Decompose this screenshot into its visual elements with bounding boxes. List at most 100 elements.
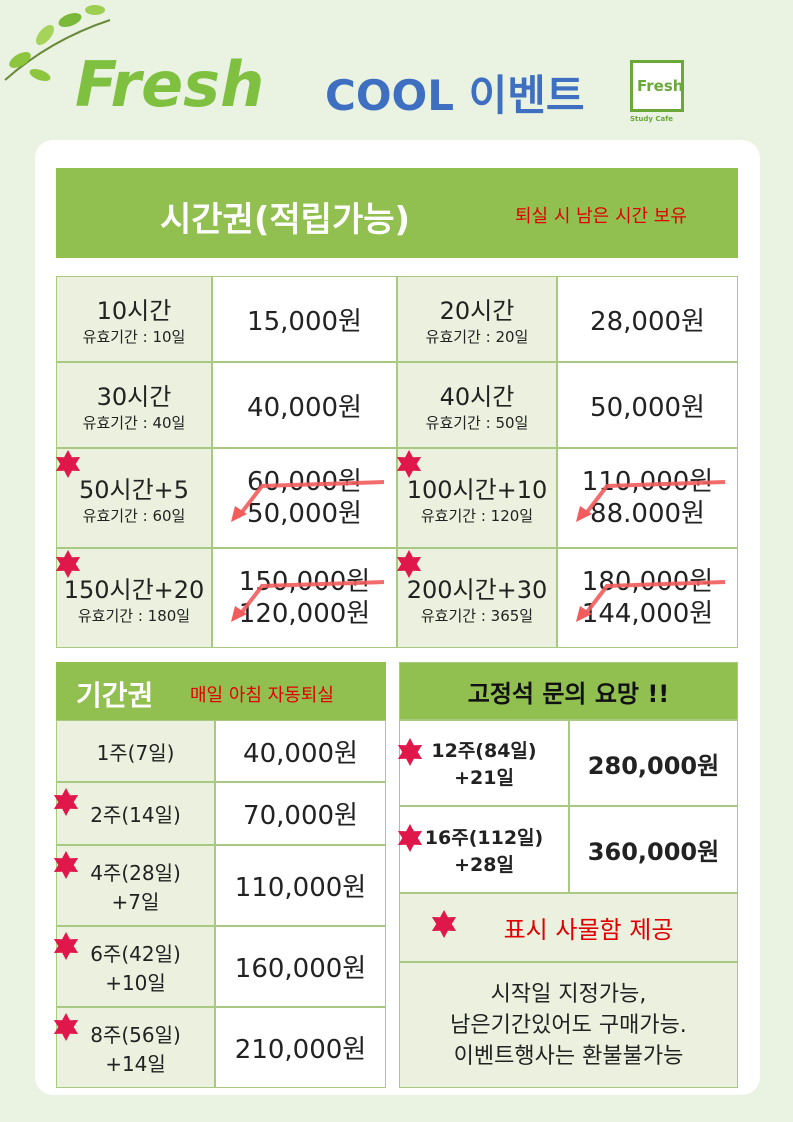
notes-cell: 시작일 지정가능, 남은기간있어도 구매가능. 이벤트행사는 환불불가능 — [399, 962, 738, 1088]
validity: 유효기간 : 180일 — [77, 607, 191, 625]
hourly-name-cell: 150시간+20 유효기간 : 180일 — [56, 548, 212, 648]
star — [397, 824, 423, 852]
plan-name: 200시간+30 — [406, 576, 548, 604]
price: 120,000원 — [238, 599, 371, 629]
strike-arrow — [231, 480, 385, 522]
plan-name: 30시간 — [96, 383, 172, 411]
logo: Fresh — [637, 77, 684, 95]
logo-box: Fresh — [630, 60, 684, 112]
star — [53, 851, 79, 879]
star — [53, 1013, 79, 1041]
plan-name: 4주(28일) — [90, 860, 181, 885]
validity: 유효기간 : 40일 — [82, 414, 186, 432]
star — [397, 738, 423, 766]
period-price-cell: 110,000원 — [215, 845, 386, 926]
hourly-price-cell: 180,000원 144,000원 — [557, 548, 738, 648]
star — [396, 450, 422, 478]
fixed-name-cell: 16주(112일) +28일 — [399, 806, 569, 893]
logo-caption: Study Cafe — [630, 115, 674, 123]
bonus: +28일 — [454, 853, 514, 876]
legend-text: 표시 사물함 제공 — [503, 916, 674, 944]
price: 50,000원 — [590, 392, 705, 423]
price: 50,000원 — [247, 499, 362, 529]
period-name-cell: 8주(56일) +14일 — [56, 1007, 215, 1088]
period-name-cell: 1주(7일) — [56, 720, 215, 782]
plan-name: 50시간+5 — [78, 476, 190, 504]
hourly-note: 퇴실 시 남은 시간 보유 — [515, 206, 687, 227]
period-price-cell: 70,000원 — [215, 782, 386, 845]
validity: 유효기간 : 60일 — [82, 507, 186, 525]
leaves — [4, 5, 111, 82]
period-title: 기간권 — [76, 679, 154, 712]
price: 160,000원 — [234, 954, 367, 984]
price: 88.000원 — [590, 499, 705, 529]
period-header: 기간권 매일 아침 자동퇴실 — [56, 662, 386, 720]
bonus: +10일 — [105, 970, 166, 995]
star — [53, 788, 79, 816]
star — [55, 450, 81, 478]
hourly-name-cell: 50시간+5 유효기간 : 60일 — [56, 448, 212, 548]
strike-arrow — [576, 480, 726, 522]
price: 15,000원 — [247, 306, 362, 337]
period-name-cell: 4주(28일) +7일 — [56, 845, 215, 926]
validity: 유효기간 : 365일 — [420, 607, 534, 625]
hourly-name-cell: 200시간+30 유효기간 : 365일 — [397, 548, 557, 648]
star — [53, 932, 79, 960]
plan-name: 150시간+20 — [63, 576, 205, 604]
event-title: COOL 이벤트 — [325, 71, 585, 120]
price: 360,000원 — [587, 838, 720, 866]
plan-name: 6주(42일) — [90, 941, 181, 966]
period-price-cell: 40,000원 — [215, 720, 386, 782]
hourly-name-cell: 100시간+10 유효기간 : 120일 — [397, 448, 557, 548]
price: 280,000원 — [587, 751, 720, 780]
fixed-title: 고정석 문의 요망 !! — [399, 662, 738, 720]
star — [431, 910, 457, 938]
price: 144,000원 — [581, 599, 714, 629]
hourly-header: 시간권(적립가능) 퇴실 시 남은 시간 보유 — [56, 168, 738, 258]
strike-arrow — [231, 580, 385, 622]
validity: 유효기간 : 120일 — [420, 507, 534, 525]
brand: Fresh — [75, 48, 265, 121]
hourly-title: 시간권(적립가능) — [160, 200, 411, 240]
plan-name: 1주(7일) — [96, 740, 175, 765]
hourly-price-cell: 60,000원 50,000원 — [212, 448, 397, 548]
hourly-price-cell: 150,000원 120,000원 — [212, 548, 397, 648]
plan-name: 2주(14일) — [90, 803, 181, 827]
plan-name: 100시간+10 — [406, 476, 548, 504]
hourly-price-cell: 50,000원 — [557, 362, 738, 448]
note-line: 이벤트행사는 환불불가능 — [453, 1043, 684, 1069]
period-price-cell: 210,000원 — [215, 1007, 386, 1088]
validity: 유효기간 : 50일 — [425, 414, 529, 432]
note-line: 남은기간있어도 구매가능. — [450, 1012, 687, 1038]
strike-arrow — [576, 580, 726, 622]
price: 210,000원 — [234, 1035, 367, 1065]
price: 40,000원 — [243, 738, 358, 769]
period-name-cell: 2주(14일) — [56, 782, 215, 845]
price: 70,000원 — [243, 801, 358, 831]
plan-name: 40시간 — [439, 383, 515, 411]
fixed-price-cell: 280,000원 — [569, 720, 738, 806]
bonus: +14일 — [105, 1051, 166, 1076]
hourly-price-cell: 28,000원 — [557, 276, 738, 362]
fixed-price-cell: 360,000원 — [569, 806, 738, 893]
plan-name: 16주(112일) — [424, 826, 544, 849]
plan-name: 10시간 — [96, 297, 172, 325]
plan-name: 12주(84일) — [431, 740, 537, 762]
hourly-price-cell: 15,000원 — [212, 276, 397, 362]
period-price-cell: 160,000원 — [215, 926, 386, 1007]
fixed-name-cell: 12주(84일) +21일 — [399, 720, 569, 806]
star — [396, 550, 422, 578]
price: 110,000원 — [234, 873, 367, 903]
validity: 유효기간 : 20일 — [425, 328, 529, 346]
period-note: 매일 아침 자동퇴실 — [190, 685, 334, 706]
bonus: +7일 — [111, 889, 160, 914]
hourly-price-cell: 110,000원 88.000원 — [557, 448, 738, 548]
validity: 유효기간 : 10일 — [82, 328, 186, 346]
plan-name: 20시간 — [439, 297, 515, 325]
plan-name: 8주(56일) — [90, 1022, 181, 1047]
